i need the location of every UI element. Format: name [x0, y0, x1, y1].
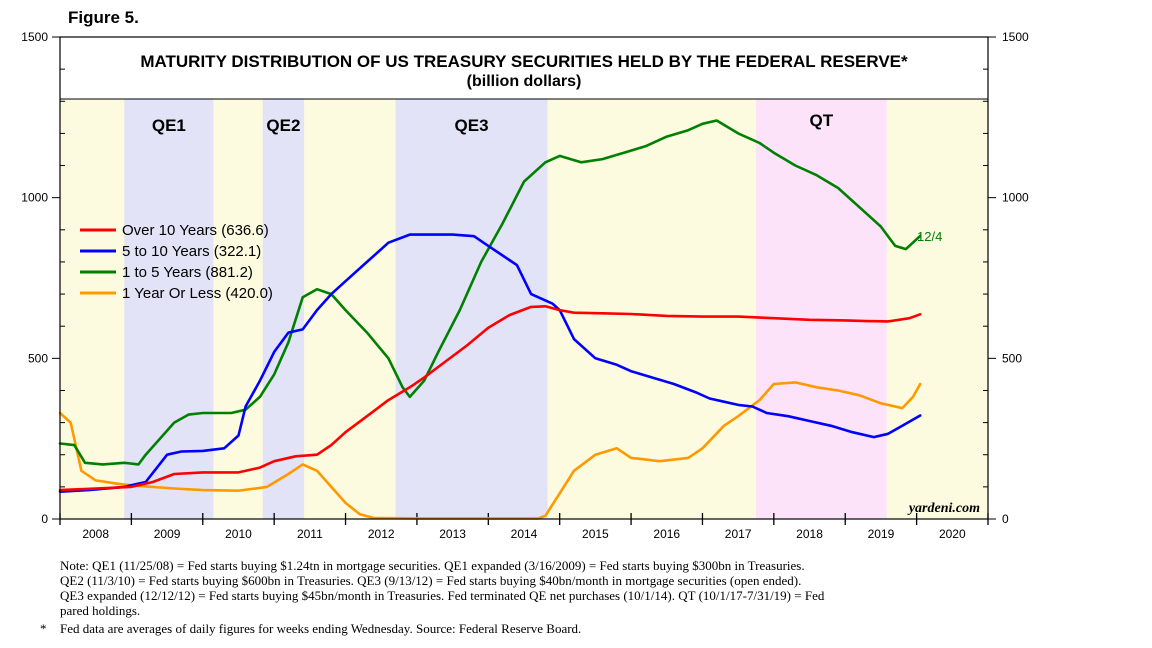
source-text: Fed data are averages of daily figures f…	[60, 621, 582, 636]
note-line-1: Note: QE1 (11/25/08) = Fed starts buying…	[60, 558, 805, 573]
maturity-distribution-chart: MATURITY DISTRIBUTION OF US TREASURY SEC…	[21, 30, 1029, 541]
x-tick-label: 2013	[439, 527, 466, 541]
series-line-2	[58, 119, 922, 466]
source-note: * Fed data are averages of daily figures …	[40, 621, 581, 637]
footnote-star: *	[40, 621, 47, 636]
y-tick-label-left: 500	[28, 351, 48, 365]
y-tick-label-left: 1500	[21, 30, 48, 44]
x-tick-label: 2010	[225, 527, 252, 541]
x-tick-label: 2015	[582, 527, 609, 541]
x-tick-label: 2012	[368, 527, 395, 541]
legend-label-0: Over 10 Years (636.6)	[122, 222, 269, 239]
legend-label-1: 5 to 10 Years (322.1)	[122, 243, 261, 260]
period-label-qt: QT	[810, 111, 834, 130]
y-tick-label-left: 1000	[21, 191, 48, 205]
y-tick-label-right: 1000	[1002, 191, 1029, 205]
notes-block: Note: QE1 (11/25/08) = Fed starts buying…	[60, 558, 1060, 618]
x-tick-label: 2009	[154, 527, 181, 541]
series-line-1	[58, 233, 922, 493]
note-line-3: QE3 expanded (12/12/12) = Fed starts buy…	[60, 588, 825, 603]
x-tick-label: 2008	[82, 527, 109, 541]
y-tick-label-right: 1500	[1002, 30, 1029, 44]
x-tick-label: 2018	[796, 527, 823, 541]
note-line-2: QE2 (11/3/10) = Fed starts buying $600bn…	[60, 573, 802, 588]
title-box	[61, 38, 987, 99]
x-tick-label: 2020	[939, 527, 966, 541]
band-qe1	[124, 99, 214, 519]
date-annotation: 12/4	[917, 229, 942, 244]
series-line-3	[58, 381, 922, 520]
legend-label-3: 1 Year Or Less (420.0)	[122, 285, 273, 302]
band-qe2	[262, 99, 305, 519]
y-tick-label-right: 0	[1002, 512, 1009, 526]
x-tick-label: 2016	[653, 527, 680, 541]
series-line-0	[58, 305, 922, 492]
note-line-4: pared holdings.	[60, 603, 141, 618]
x-tick-label: 2017	[725, 527, 752, 541]
y-tick-label-left: 0	[41, 512, 48, 526]
period-label-qe3: QE3	[455, 116, 489, 135]
watermark: yardeni.com	[907, 501, 980, 516]
x-tick-label: 2019	[868, 527, 895, 541]
x-tick-label: 2014	[511, 527, 538, 541]
band-qt	[756, 99, 887, 519]
x-tick-label: 2011	[297, 527, 323, 541]
chart-title: MATURITY DISTRIBUTION OF US TREASURY SEC…	[140, 52, 908, 71]
plot-frame	[59, 36, 989, 520]
figure-label: Figure 5.	[68, 8, 139, 27]
y-tick-label-right: 500	[1002, 351, 1022, 365]
chart-subtitle: (billion dollars)	[467, 73, 582, 90]
legend-label-2: 1 to 5 Years (881.2)	[122, 264, 253, 281]
period-label-qe1: QE1	[152, 116, 186, 135]
period-label-qe2: QE2	[266, 116, 300, 135]
